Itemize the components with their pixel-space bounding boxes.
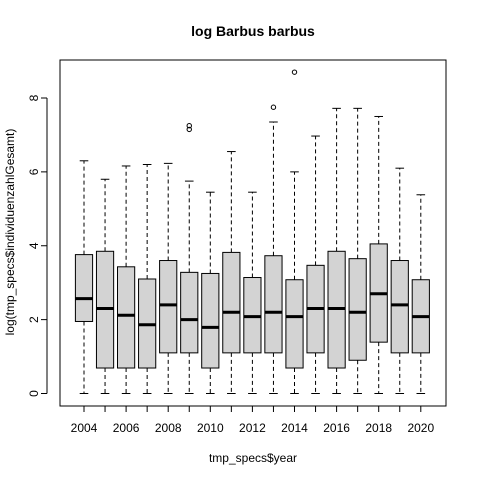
plot-area: 0 2 4 6 8 2004 2006 2008 2010 2012 2014 2016 2018 202… [27, 69, 434, 435]
x-tick-label: 2012 [239, 421, 266, 435]
outlier-point [270, 104, 277, 110]
outlier-point [186, 126, 192, 133]
y-tick-label: 8 [27, 94, 41, 101]
outlier-point [291, 69, 298, 75]
box-2017 [348, 258, 367, 361]
y-tick-label: 6 [27, 168, 41, 175]
x-tick-label: 2004 [71, 421, 98, 435]
box-2011 [222, 251, 241, 354]
box-2013 [264, 255, 283, 354]
x-tick-label: 2020 [407, 421, 434, 435]
box-2009 [180, 271, 199, 354]
y-axis-label: log(tmp_specs$individuenzahlGesamt) [3, 129, 17, 336]
chart-title: log Barbus barbus [191, 23, 315, 39]
x-tick-label: 2010 [197, 421, 224, 435]
x-tick-label: 2018 [365, 421, 392, 435]
box-2006 [117, 266, 136, 369]
x-tick-label: 2016 [323, 421, 350, 435]
x-axis-label: tmp_specs$year [209, 451, 297, 465]
box-2008 [159, 260, 178, 354]
outlier-point [186, 123, 192, 129]
box-2014 [285, 279, 304, 369]
x-tick-label: 2006 [113, 421, 140, 435]
y-tick-label: 0 [27, 390, 41, 397]
box-2019 [390, 260, 409, 354]
y-tick-label: 4 [27, 242, 41, 249]
y-tick-label: 2 [27, 316, 41, 323]
box-2004 [74, 254, 94, 322]
x-tick-label: 2014 [281, 421, 308, 435]
box-2010 [201, 272, 220, 369]
x-tick-label: 2008 [155, 421, 182, 435]
